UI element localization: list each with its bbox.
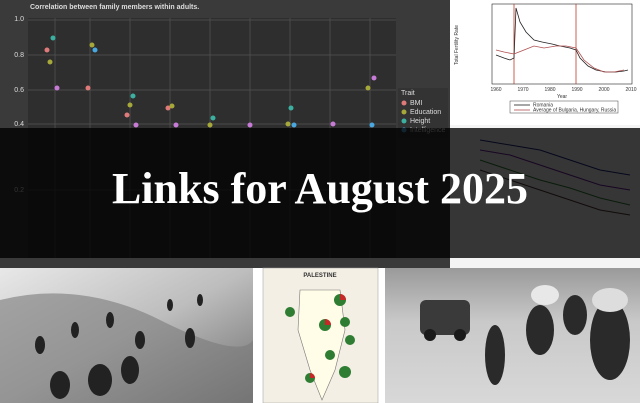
page-title: Links for August 2025 [112, 164, 528, 213]
plot-frame [491, 3, 633, 85]
x-tick-label: 1960 [490, 87, 501, 93]
x-tick-label: 2000 [598, 87, 609, 93]
legend-label: Height [410, 118, 430, 125]
photo-hillside [0, 268, 253, 403]
y-tick-label: 0.6 [14, 87, 24, 94]
legend-label: Average of Bulgaria, Hungary, Russia [533, 108, 616, 114]
title-band [0, 128, 640, 258]
legend-label: Education [410, 109, 441, 116]
y-tick-label: 1.0 [14, 16, 24, 23]
legend-label: Romania [533, 103, 553, 109]
x-tick-label: 1970 [517, 87, 528, 93]
map: PALESTINE [253, 267, 385, 403]
map-title: PALESTINE [303, 273, 336, 279]
x-tick-label: 1980 [544, 87, 555, 93]
average-line [495, 45, 625, 73]
y-tick-label: 0.8 [14, 52, 24, 59]
fertility-panel: Total Fertility Rate 1960 1970 1980 1990… [450, 0, 640, 125]
legend-box [509, 100, 619, 114]
legend-label: BMI [410, 100, 423, 107]
x-axis-label: Year [557, 94, 567, 100]
x-tick-label: 1990 [571, 87, 582, 93]
photo-road [385, 268, 640, 403]
y-tick-label: 0.4 [14, 121, 24, 128]
chart-title: Correlation between family members withi… [30, 4, 199, 11]
points [44, 35, 377, 128]
x-tick-label: 2010 [625, 87, 636, 93]
legend-title: Trait [401, 90, 415, 97]
y-axis-label: Total Fertility Rate [454, 25, 460, 65]
